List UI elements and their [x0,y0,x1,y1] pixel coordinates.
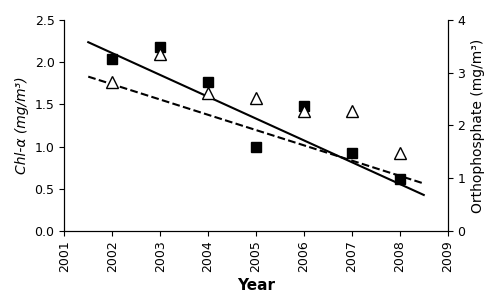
X-axis label: Year: Year [237,278,275,293]
Y-axis label: Orthophosphate (mg/m³): Orthophosphate (mg/m³) [471,38,485,213]
Y-axis label: Chl-α (mg/m³): Chl-α (mg/m³) [15,77,29,174]
